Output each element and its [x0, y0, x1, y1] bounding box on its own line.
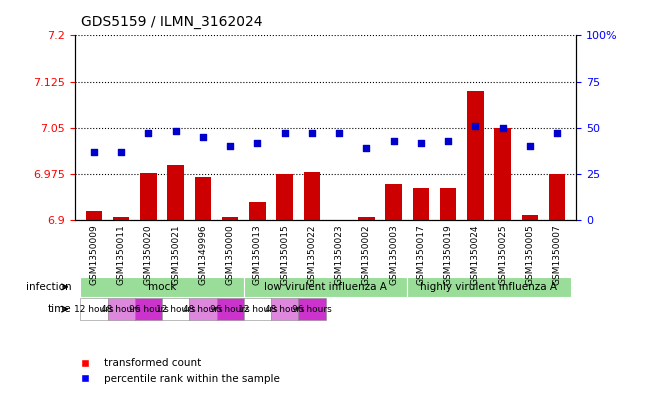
Bar — [331, 220, 347, 257]
Bar — [549, 174, 565, 220]
Point — [89, 149, 99, 155]
Text: GSM1350022: GSM1350022 — [307, 224, 316, 285]
Text: 96 hours: 96 hours — [292, 305, 332, 314]
Bar — [494, 128, 511, 220]
Bar — [140, 173, 157, 220]
Text: GSM1350003: GSM1350003 — [389, 224, 398, 285]
Bar — [167, 165, 184, 220]
Text: 96 hours: 96 hours — [128, 305, 169, 314]
Text: 48 hours: 48 hours — [265, 305, 305, 314]
Text: mock: mock — [148, 282, 176, 292]
Text: GSM1350009: GSM1350009 — [89, 224, 98, 285]
Point — [525, 143, 535, 149]
Point — [497, 125, 508, 131]
Bar — [440, 188, 456, 220]
Point — [443, 138, 453, 144]
Text: 48 hours: 48 hours — [102, 305, 141, 314]
Point — [307, 130, 317, 136]
Text: 48 hours: 48 hours — [183, 305, 223, 314]
Text: time: time — [48, 304, 72, 314]
Point — [470, 123, 480, 129]
Text: GSM1350023: GSM1350023 — [335, 224, 344, 285]
Bar — [413, 188, 429, 220]
Text: GSM1350013: GSM1350013 — [253, 224, 262, 285]
Bar — [467, 91, 484, 220]
Bar — [304, 172, 320, 220]
Text: GSM1350017: GSM1350017 — [417, 224, 425, 285]
Bar — [195, 177, 211, 220]
Point — [334, 130, 344, 136]
Text: GSM1350011: GSM1350011 — [117, 224, 126, 285]
Bar — [521, 215, 538, 220]
Bar — [249, 202, 266, 220]
Point — [225, 143, 236, 149]
Text: GSM1350024: GSM1350024 — [471, 224, 480, 285]
Text: GSM1349996: GSM1349996 — [199, 224, 208, 285]
Point — [415, 140, 426, 146]
Bar — [222, 217, 238, 220]
Text: GSM1350015: GSM1350015 — [280, 224, 289, 285]
Text: 12 hours: 12 hours — [156, 305, 195, 314]
Text: GSM1350021: GSM1350021 — [171, 224, 180, 285]
Text: highly virulent influenza A: highly virulent influenza A — [421, 282, 557, 292]
Point — [361, 145, 372, 151]
Text: infection: infection — [26, 282, 72, 292]
Bar — [113, 217, 130, 220]
Point — [389, 138, 399, 144]
Legend: transformed count, percentile rank within the sample: transformed count, percentile rank withi… — [70, 354, 284, 388]
Point — [116, 149, 126, 155]
Text: 12 hours: 12 hours — [74, 305, 114, 314]
Point — [171, 128, 181, 134]
Text: 96 hours: 96 hours — [210, 305, 250, 314]
Bar — [277, 174, 293, 220]
Text: GSM1350002: GSM1350002 — [362, 224, 371, 285]
Text: GSM1350025: GSM1350025 — [498, 224, 507, 285]
Bar — [86, 211, 102, 220]
Text: GSM1350000: GSM1350000 — [226, 224, 234, 285]
Text: 12 hours: 12 hours — [238, 305, 277, 314]
Point — [279, 130, 290, 136]
Text: low virulent influenza A: low virulent influenza A — [264, 282, 387, 292]
Point — [143, 130, 154, 136]
Text: GSM1350020: GSM1350020 — [144, 224, 153, 285]
Bar — [385, 184, 402, 220]
Text: GSM1350007: GSM1350007 — [553, 224, 562, 285]
Point — [552, 130, 562, 136]
Point — [252, 140, 262, 146]
Point — [198, 134, 208, 140]
Bar — [358, 217, 374, 220]
Text: GSM1350005: GSM1350005 — [525, 224, 534, 285]
Text: GSM1350019: GSM1350019 — [443, 224, 452, 285]
Text: GDS5159 / ILMN_3162024: GDS5159 / ILMN_3162024 — [81, 15, 263, 29]
